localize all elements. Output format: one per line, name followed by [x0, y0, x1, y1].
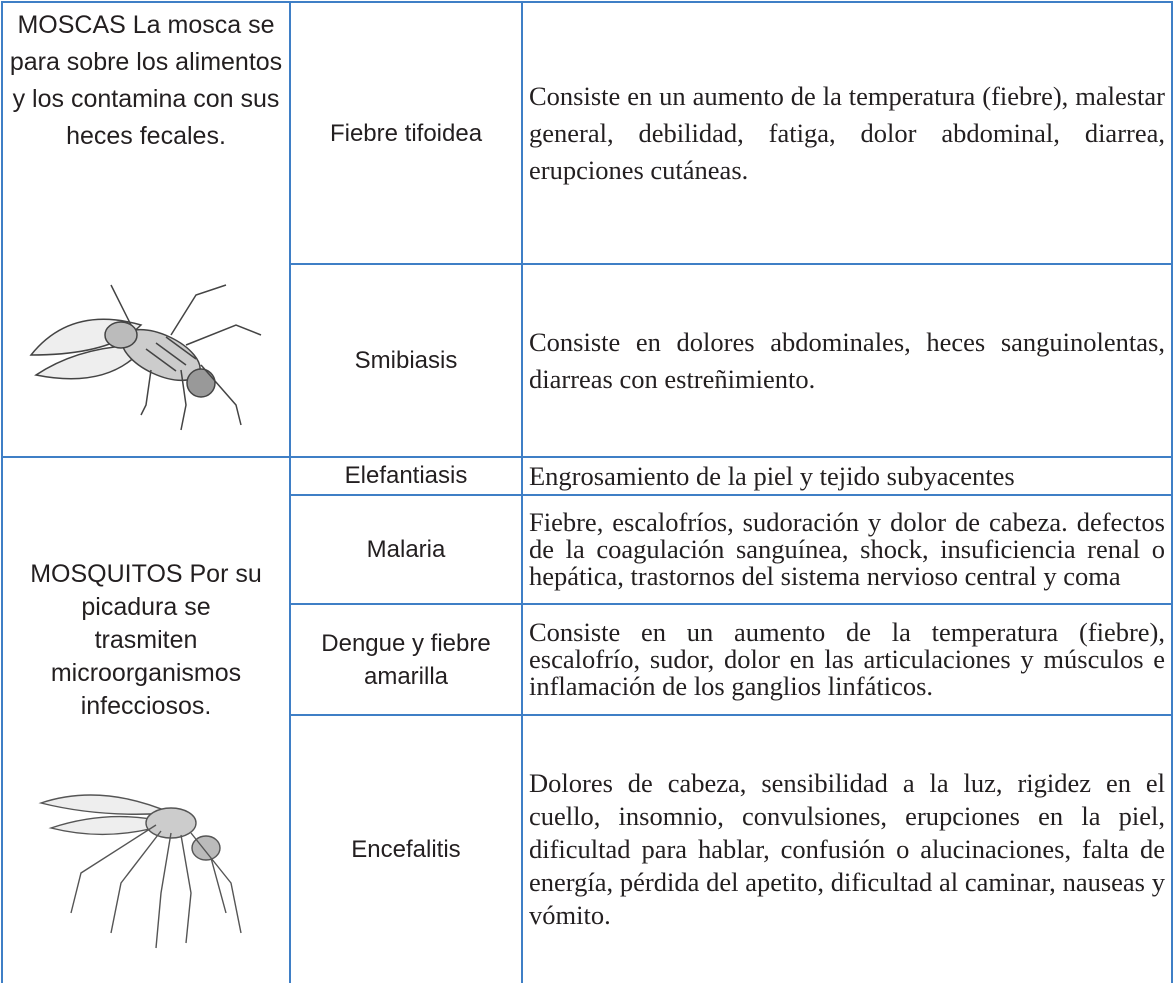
fly-illustration	[29, 284, 262, 431]
disease-name: Elefantiasis	[289, 456, 523, 496]
mosquito-illustration	[38, 794, 242, 949]
disease-symptoms: Consiste en un aumento de la temperatura…	[521, 1, 1173, 265]
disease-symptoms: Dolores de cabeza, sensibilidad a la luz…	[521, 714, 1173, 983]
disease-name: Smibiasis	[289, 263, 523, 458]
disease-symptoms: Fiebre, escalofríos, sudoración y dolor …	[521, 494, 1173, 605]
disease-name: Fiebre tifoidea	[289, 1, 523, 265]
vector-cell: MOSCAS La mosca se para sobre los alimen…	[1, 1, 291, 458]
disease-symptoms: Consiste en dolores abdominales, heces s…	[521, 263, 1173, 458]
disease-name: Malaria	[289, 494, 523, 605]
disease-name: Encefalitis	[289, 714, 523, 983]
vector-description: MOSCAS La mosca se para sobre los alimen…	[9, 11, 283, 150]
disease-symptoms: Consiste en un aumento de la temperatura…	[521, 603, 1173, 716]
disease-name: Dengue y fiebre amarilla	[289, 603, 523, 716]
disease-symptoms: Engrosamiento de la piel y tejido subyac…	[521, 456, 1173, 496]
vector-description: MOSQUITOS Por su picadura se trasmiten m…	[30, 560, 262, 720]
vector-cell: MOSQUITOS Por su picadura se trasmiten m…	[1, 456, 291, 983]
